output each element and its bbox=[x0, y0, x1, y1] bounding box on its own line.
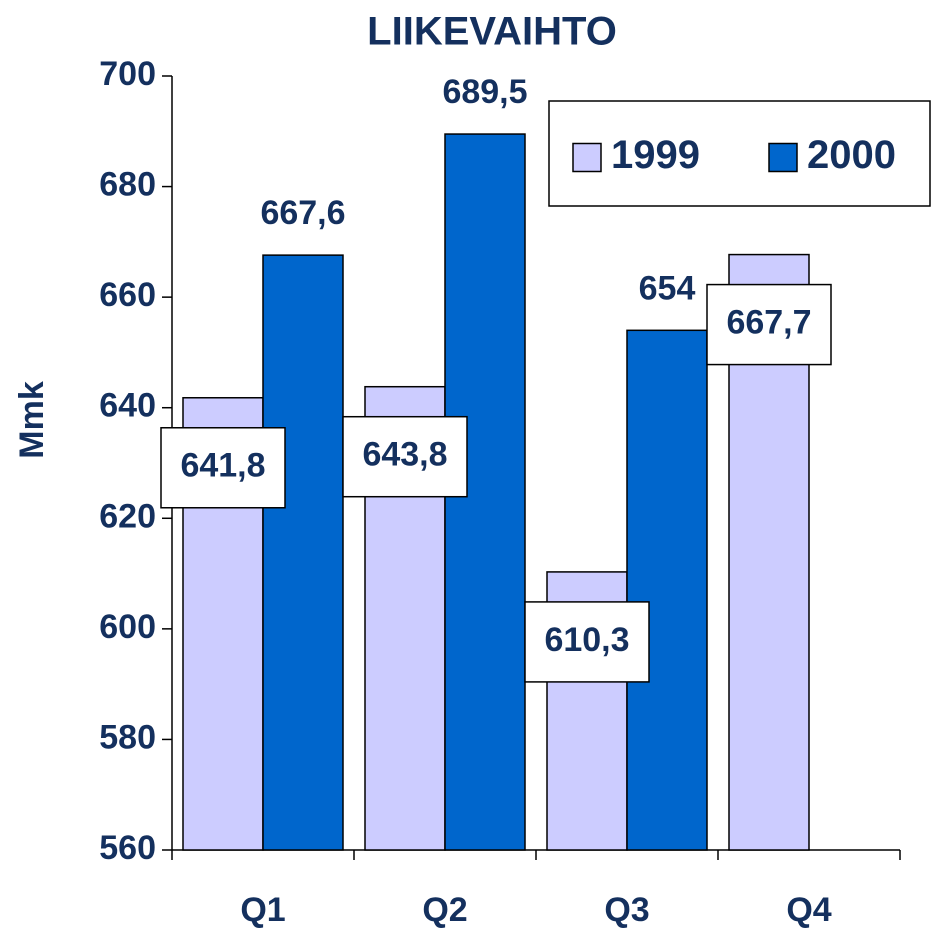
legend-swatch bbox=[572, 142, 602, 173]
legend-label: 2000 bbox=[807, 133, 896, 177]
y-tick-label: 620 bbox=[99, 497, 156, 535]
y-tick-label: 560 bbox=[99, 829, 156, 867]
value-label-box bbox=[706, 283, 832, 366]
legend-swatch bbox=[768, 142, 798, 173]
chart-title: LIIKEVAIHTO bbox=[367, 10, 617, 54]
value-label: 610,3 bbox=[544, 621, 629, 659]
x-tick-label: Q3 bbox=[604, 891, 649, 929]
value-label: 689,5 bbox=[442, 73, 527, 111]
y-tick-label: 700 bbox=[99, 55, 156, 93]
bar bbox=[626, 329, 708, 851]
x-tick-label: Q4 bbox=[786, 891, 831, 929]
value-label: 654 bbox=[639, 269, 696, 307]
value-label: 641,8 bbox=[180, 447, 265, 485]
y-tick-label: 640 bbox=[99, 387, 156, 425]
legend-label: 1999 bbox=[611, 133, 700, 177]
x-tick-label: Q1 bbox=[240, 891, 285, 929]
bar bbox=[262, 254, 344, 851]
value-label: 643,8 bbox=[362, 436, 447, 474]
legend-box bbox=[548, 100, 931, 207]
y-tick-label: 580 bbox=[99, 718, 156, 756]
value-label-box bbox=[342, 415, 468, 498]
value-label-box bbox=[524, 601, 650, 683]
y-axis-label: Mmk bbox=[13, 381, 51, 459]
y-tick-label: 600 bbox=[99, 608, 156, 646]
value-label-box bbox=[160, 427, 286, 509]
value-label: 667,7 bbox=[726, 304, 811, 342]
y-tick-label: 660 bbox=[99, 276, 156, 314]
y-tick-label: 680 bbox=[99, 166, 156, 204]
x-tick-label: Q2 bbox=[422, 891, 467, 929]
value-label: 667,6 bbox=[260, 194, 345, 232]
